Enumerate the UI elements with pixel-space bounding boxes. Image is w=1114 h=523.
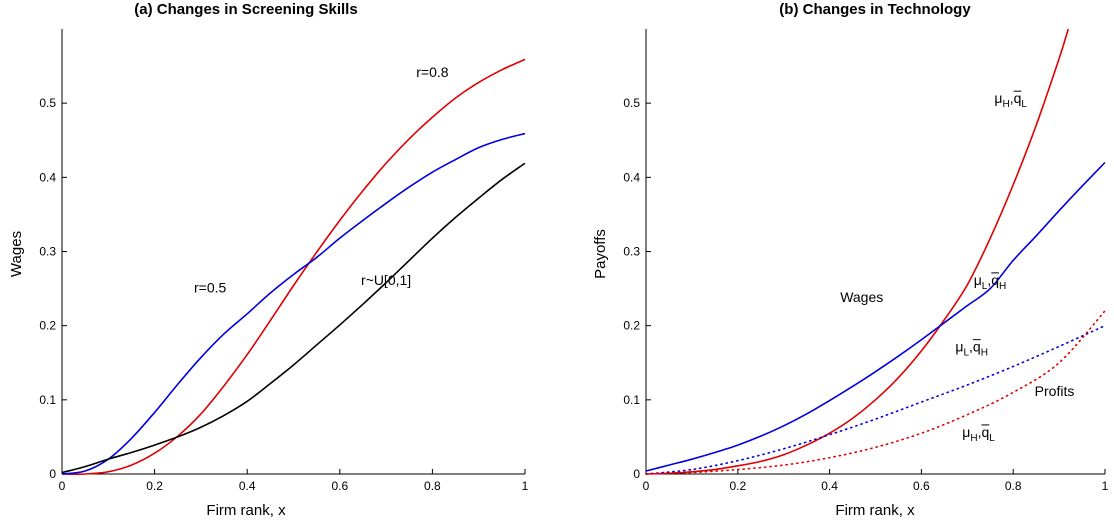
annotation-parameter-label: μL,qH (955, 339, 988, 359)
x-tick-label: 0 (59, 479, 66, 493)
annotation-label: r=0.5 (194, 279, 227, 295)
x-tick-label: 1 (1102, 479, 1109, 493)
series-line-0-0 (61, 58, 526, 475)
annotation-label: r~U[0,1] (361, 272, 411, 288)
annotation-label: Wages (840, 289, 883, 305)
panel-a-y-axis-label: Wages (8, 231, 25, 277)
panel-a-axes: 0 0.2 0.4 0.6 0.8 1 0 0.1 0.2 0.3 0.4 0.5 (39, 29, 529, 493)
panel-b-title: (b) Changes in Technology (779, 1, 971, 18)
panel-b-technology: (b) Changes in Technology 0 0.2 0.4 0.6 0.8 1… (592, 1, 1109, 519)
annotation-label: r=0.8 (416, 64, 449, 80)
y-tick-label: 0.3 (39, 245, 56, 259)
y-tick-label: 0.3 (623, 245, 640, 259)
panel-a-title: (a) Changes in Screening Skills (134, 1, 357, 18)
series-line-1-2 (645, 324, 1106, 475)
x-tick-label: 0.2 (729, 479, 746, 493)
x-tick-label: 0.4 (239, 479, 256, 493)
panel-b-annotations: μH,qL μL,qH Wages μL,qH Profits μH,qL (840, 90, 1074, 444)
panel-a-x-axis-label: Firm rank, x (206, 502, 286, 519)
y-tick-label: 0.5 (623, 96, 640, 110)
series-line-0-2 (61, 162, 526, 474)
y-tick-label: 0.5 (39, 96, 56, 110)
panel-b-axes: 0 0.2 0.4 0.6 0.8 1 0 0.1 0.2 0.3 0.4 0.5 (623, 29, 1109, 493)
annotation-parameter-label: μH,qL (962, 424, 995, 444)
y-tick-label: 0 (633, 467, 640, 481)
x-tick-label: 0.6 (331, 479, 348, 493)
panel-a-screening-skills: (a) Changes in Screening Skills 0 0.2 0.4 0… (8, 1, 529, 519)
y-tick-label: 0.1 (39, 393, 56, 407)
annotation-parameter-label: μL,qH (974, 272, 1007, 292)
panel-b-series (645, 28, 1106, 475)
x-tick-label: 0 (643, 479, 650, 493)
panel-b-x-axis-label: Firm rank, x (835, 502, 915, 519)
annotation-label: Profits (1035, 383, 1075, 399)
series-line-1-3 (645, 310, 1106, 475)
y-tick-label: 0 (49, 467, 56, 481)
x-tick-label: 0.8 (424, 479, 441, 493)
x-tick-label: 0.6 (913, 479, 930, 493)
x-tick-label: 0.4 (821, 479, 838, 493)
panel-b-y-axis-label: Payoffs (592, 229, 609, 279)
panel-a-annotations: r=0.8 r=0.5 r~U[0,1] (194, 64, 449, 295)
series-line-1-1 (645, 161, 1106, 472)
y-tick-label: 0.2 (39, 319, 56, 333)
y-tick-label: 0.4 (623, 170, 640, 184)
x-tick-label: 0.8 (1005, 479, 1022, 493)
y-tick-label: 0.4 (39, 170, 56, 184)
panel-a-series (61, 58, 526, 475)
series-line-0-1 (61, 132, 526, 475)
y-tick-label: 0.1 (623, 393, 640, 407)
y-tick-label: 0.2 (623, 319, 640, 333)
x-tick-label: 0.2 (146, 479, 163, 493)
x-tick-label: 1 (522, 479, 529, 493)
annotation-parameter-label: μH,qL (994, 90, 1027, 110)
series-line-1-0 (645, 28, 1070, 475)
